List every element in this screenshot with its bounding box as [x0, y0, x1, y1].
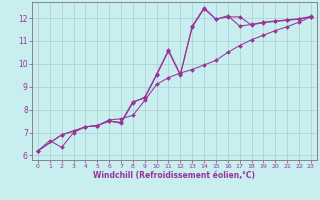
- X-axis label: Windchill (Refroidissement éolien,°C): Windchill (Refroidissement éolien,°C): [93, 171, 255, 180]
